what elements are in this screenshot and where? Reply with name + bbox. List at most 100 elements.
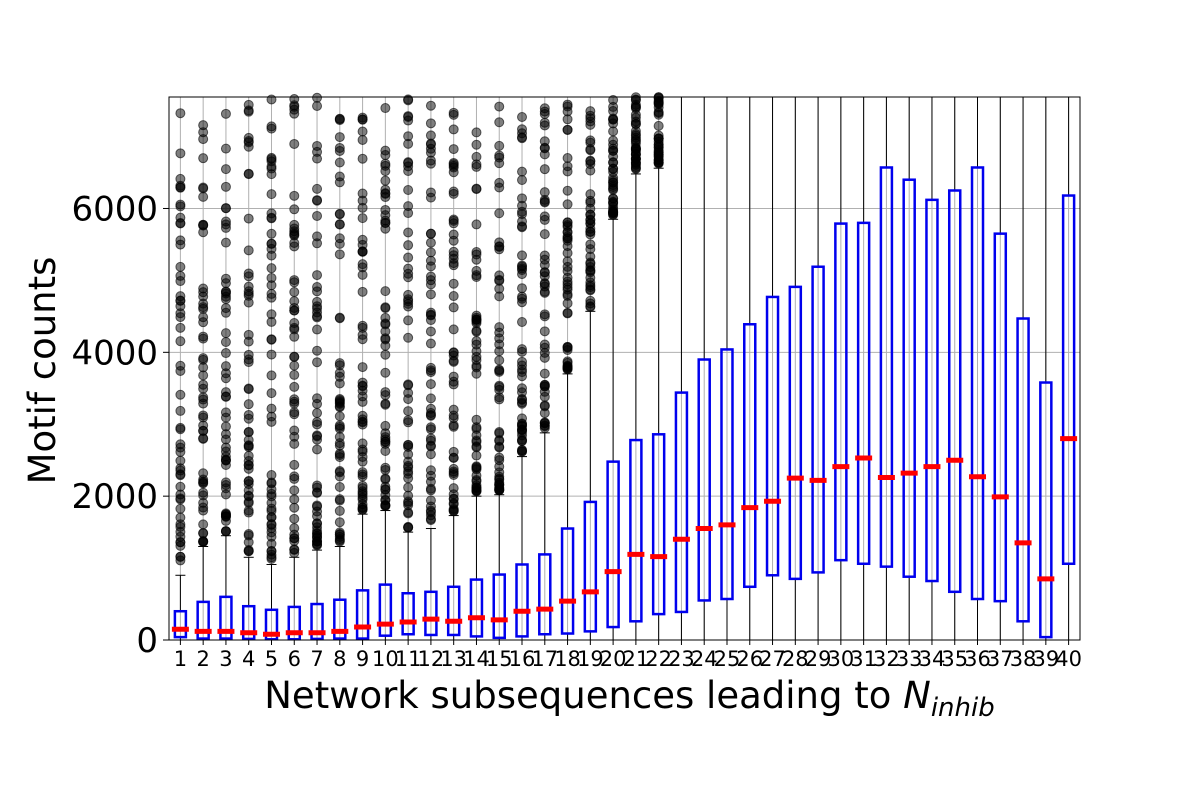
outlier-point xyxy=(562,364,573,375)
box xyxy=(856,221,871,566)
outlier-point xyxy=(562,220,573,231)
outlier-point xyxy=(312,146,323,157)
outlier-point xyxy=(220,373,231,384)
outlier-point xyxy=(334,208,345,219)
outlier-point xyxy=(266,477,277,488)
outlier-point xyxy=(198,519,209,530)
outlier-point xyxy=(448,235,459,246)
outlier-point xyxy=(334,505,345,516)
outlier-point xyxy=(175,239,186,250)
outlier-point xyxy=(425,228,436,239)
outlier-point xyxy=(198,536,209,547)
outlier-point xyxy=(425,338,436,349)
outlier-point xyxy=(425,326,436,337)
box xyxy=(1016,317,1030,623)
outlier-point xyxy=(312,345,323,356)
outlier-point xyxy=(517,383,528,394)
outlier-point xyxy=(425,279,436,290)
outlier-point xyxy=(243,213,254,224)
outlier-point xyxy=(357,246,368,257)
outlier-point xyxy=(357,269,368,280)
outlier-point xyxy=(243,288,254,299)
box xyxy=(743,323,757,589)
outlier-point xyxy=(175,322,186,333)
box xyxy=(925,198,939,583)
outlier-point xyxy=(289,459,300,470)
x-tick-label: 5 xyxy=(265,647,278,671)
outlier-point xyxy=(175,148,186,159)
outlier-point xyxy=(448,214,459,225)
outlier-point xyxy=(425,393,436,404)
box xyxy=(355,589,370,640)
outlier-point xyxy=(494,291,505,302)
outlier-point xyxy=(334,219,345,230)
outlier-point xyxy=(403,240,414,251)
outlier-point xyxy=(471,219,482,230)
outlier-point xyxy=(266,228,277,239)
outlier-point xyxy=(243,476,254,487)
box xyxy=(446,585,461,637)
box xyxy=(629,438,643,623)
outlier-point xyxy=(380,390,391,401)
outlier-point xyxy=(608,126,619,137)
outlier-point xyxy=(334,420,345,431)
x-axis-title-subscript: inhib xyxy=(931,693,995,723)
outlier-point xyxy=(448,466,459,477)
outlier-point xyxy=(334,313,345,324)
x-tick-label: 7 xyxy=(310,647,323,671)
outlier-point xyxy=(198,191,209,202)
outlier-point xyxy=(448,253,459,264)
outlier-point xyxy=(312,286,323,297)
outlier-point xyxy=(220,237,231,248)
outlier-point xyxy=(220,143,231,154)
outlier-point xyxy=(494,241,505,252)
x-tick-label: 28 xyxy=(782,647,809,671)
outlier-point xyxy=(312,501,323,512)
x-tick-label: 34 xyxy=(919,647,946,671)
outlier-point xyxy=(517,261,528,272)
outlier-point xyxy=(562,99,573,110)
outlier-point xyxy=(425,476,436,487)
outlier-point xyxy=(289,287,300,298)
outlier-point xyxy=(630,132,641,143)
outlier-point xyxy=(517,435,528,446)
outlier-point xyxy=(334,157,345,168)
outlier-point xyxy=(380,464,391,475)
outlier-point xyxy=(380,286,391,297)
outlier-point xyxy=(380,188,391,199)
outlier-point xyxy=(175,261,186,272)
outlier-point xyxy=(448,503,459,514)
outlier-point xyxy=(357,456,368,467)
outlier-point xyxy=(471,265,482,276)
outlier-point xyxy=(403,496,414,507)
x-tick-label: 9 xyxy=(356,647,369,671)
outlier-point xyxy=(539,106,550,117)
outlier-point xyxy=(380,500,391,511)
box xyxy=(401,592,415,636)
outlier-point xyxy=(539,229,550,240)
outlier-point xyxy=(539,400,550,411)
outlier-point xyxy=(243,336,254,347)
outlier-point xyxy=(471,414,482,425)
box xyxy=(515,563,529,638)
outlier-point xyxy=(517,250,528,261)
box xyxy=(651,433,666,616)
x-tick-label: 37 xyxy=(987,647,1014,671)
box xyxy=(310,602,324,641)
outlier-point xyxy=(243,297,254,308)
outlier-point xyxy=(448,291,459,302)
outlier-point xyxy=(608,184,619,195)
outlier-point xyxy=(562,185,573,196)
outlier-point xyxy=(494,455,505,466)
outlier-point xyxy=(494,394,505,405)
outlier-point xyxy=(289,513,300,524)
outlier-point xyxy=(425,435,436,446)
outlier-point xyxy=(312,296,323,307)
outlier-point xyxy=(562,124,573,135)
outlier-point xyxy=(471,139,482,150)
outlier-point xyxy=(243,450,254,461)
outlier-point xyxy=(220,489,231,500)
outlier-point xyxy=(471,249,482,260)
outlier-point xyxy=(562,308,573,319)
outlier-point xyxy=(448,371,459,382)
